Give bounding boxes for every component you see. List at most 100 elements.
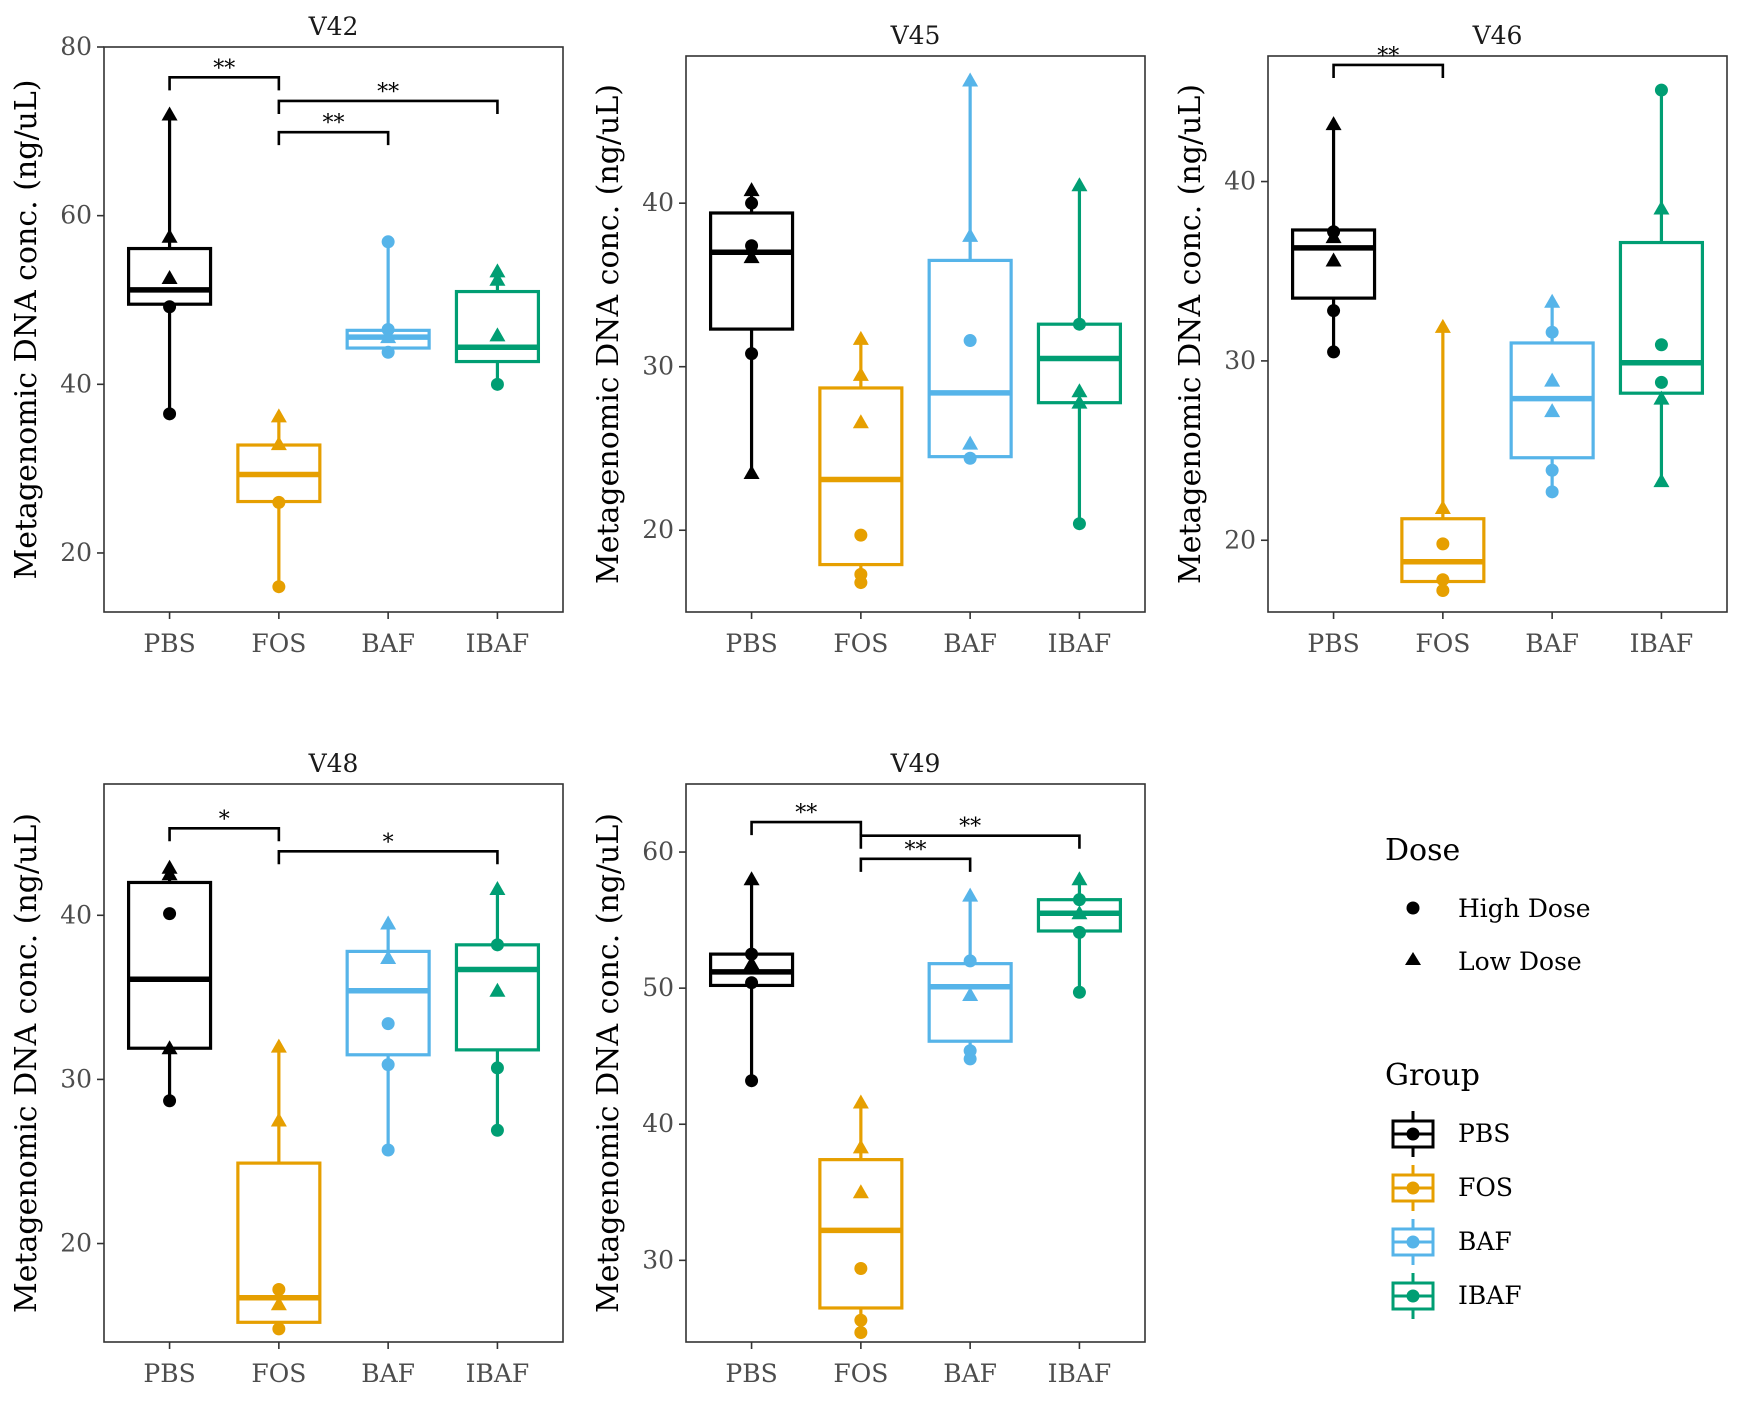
point-v49-baf-13 xyxy=(962,986,979,1001)
sig-bracket-v46-pbs-fos: ** xyxy=(1332,44,1445,78)
point-v42-ibaf-16 xyxy=(490,377,504,391)
y-tick-label-v45-30: 30 xyxy=(642,352,674,381)
point-v45-fos-11 xyxy=(854,576,868,590)
legend-key-point xyxy=(1406,1289,1420,1303)
point-v46-pbs-4 xyxy=(1327,304,1341,318)
point-v42-pbs-4 xyxy=(163,407,177,421)
y-tick-label-v49-60: 60 xyxy=(642,837,674,866)
sig-bracket-v42-fos-ibaf: ** xyxy=(277,80,499,114)
box-v48-baf xyxy=(345,923,431,1150)
point-v46-baf-14 xyxy=(1544,403,1561,418)
sig-line xyxy=(859,834,1081,849)
point-v48-pbs-3 xyxy=(161,1040,178,1055)
point-v42-ibaf-15 xyxy=(489,327,506,342)
panel-title-v48: V48 xyxy=(308,749,359,778)
point-v46-fos-8 xyxy=(1436,537,1450,551)
sig-label: ** xyxy=(323,111,345,136)
x-tick-label-v42-pbs: PBS xyxy=(143,629,195,658)
point-v49-baf-11 xyxy=(962,887,979,902)
sig-line xyxy=(277,849,499,865)
point-v46-fos-10 xyxy=(1436,583,1450,597)
point-v49-baf-15 xyxy=(963,1052,977,1066)
legend-group-keys xyxy=(1391,1111,1435,1319)
point-v49-fos-5 xyxy=(852,1094,869,1109)
point-v49-pbs-1 xyxy=(745,947,759,961)
point-v45-fos-7 xyxy=(852,366,869,381)
box-v46-fos xyxy=(1400,326,1486,591)
point-v49-fos-10 xyxy=(854,1325,868,1339)
box-v48-ibaf xyxy=(454,889,541,1131)
point-v48-baf-10 xyxy=(380,915,397,930)
box-body xyxy=(927,962,1013,1043)
x-tick-label-v45-ibaf: IBAF xyxy=(1048,629,1112,658)
point-v49-fos-8 xyxy=(854,1262,868,1276)
point-v42-baf-9 xyxy=(381,235,395,249)
point-v48-ibaf-19 xyxy=(490,1123,504,1137)
point-v45-baf-13 xyxy=(962,227,979,242)
y-tick-label-v42-20: 20 xyxy=(60,538,92,567)
point-v48-baf-14 xyxy=(381,1143,395,1157)
sig-bracket-v48-fos-ibaf: * xyxy=(277,830,499,865)
point-v45-fos-6 xyxy=(852,330,869,345)
legend-group-label-ibaf: IBAF xyxy=(1458,1281,1522,1310)
point-v48-ibaf-18 xyxy=(490,1061,504,1075)
x-tick-label-v48-ibaf: IBAF xyxy=(466,1359,530,1388)
point-v48-fos-8 xyxy=(270,1296,287,1311)
x-tick-label-v45-baf: BAF xyxy=(943,629,997,658)
y-tick-label-v42-60: 60 xyxy=(60,201,92,230)
box-v42-ibaf xyxy=(454,271,541,385)
legend-key-point xyxy=(1406,1127,1420,1141)
box-body xyxy=(708,211,795,331)
point-v48-fos-5 xyxy=(270,1038,287,1053)
y-tick-label-v42-80: 80 xyxy=(60,32,92,61)
point-v48-pbs-1 xyxy=(161,866,178,881)
point-v46-ibaf-22 xyxy=(1653,473,1670,488)
legend-group-key-fos xyxy=(1391,1165,1435,1211)
x-tick-label-v45-pbs: PBS xyxy=(725,629,777,658)
box-v45-baf xyxy=(927,80,1013,459)
y-axis-label-v42: Metagenomic DNA conc. (ng/uL) xyxy=(9,80,44,580)
y-tick-label-v42-40: 40 xyxy=(60,369,92,398)
point-v46-ibaf-17 xyxy=(1654,83,1668,97)
legend-low-dose-label: Low Dose xyxy=(1458,947,1582,976)
point-v42-baf-11 xyxy=(380,329,397,344)
point-v48-fos-9 xyxy=(272,1322,286,1336)
box-v46-baf xyxy=(1509,301,1595,492)
panel-title-v45: V45 xyxy=(890,21,941,50)
y-tick-label-v46-20: 20 xyxy=(1224,525,1256,554)
panel-v42: V42 20 40 60 80 Metagenomic DNA conc. (ng/uL)… xyxy=(9,12,564,658)
point-v45-fos-9 xyxy=(854,528,868,542)
box-body xyxy=(927,258,1013,459)
point-v42-fos-8 xyxy=(272,580,286,594)
x-tick-label-v46-baf: BAF xyxy=(1525,629,1579,658)
point-v46-ibaf-21 xyxy=(1653,390,1670,405)
x-tick-label-v42-ibaf: IBAF xyxy=(466,629,530,658)
point-v42-fos-7 xyxy=(272,495,286,509)
point-v46-ibaf-18 xyxy=(1653,200,1670,215)
point-v46-fos-9 xyxy=(1436,573,1450,587)
x-tick-label-v42-fos: FOS xyxy=(251,629,306,658)
sig-label: ** xyxy=(377,80,399,105)
point-v45-baf-16 xyxy=(963,451,977,465)
point-v49-fos-9 xyxy=(854,1313,868,1327)
point-v42-pbs-2 xyxy=(161,270,178,285)
point-v46-fos-7 xyxy=(1434,499,1451,514)
point-v49-fos-6 xyxy=(852,1139,869,1154)
sig-label: * xyxy=(219,807,230,832)
y-tick-label-v45-40: 40 xyxy=(642,188,674,217)
panel-v48: V48 20 30 40 Metagenomic DNA conc. (ng/uL) PB… xyxy=(9,749,564,1388)
point-v45-baf-12 xyxy=(962,72,979,87)
box-body xyxy=(1618,240,1705,395)
y-axis-label-v48: Metagenomic DNA conc. (ng/uL) xyxy=(9,813,44,1313)
x-tick-label-v49-ibaf: IBAF xyxy=(1048,1359,1112,1388)
sig-label: ** xyxy=(213,56,235,81)
sig-line xyxy=(859,857,972,872)
panel-v45: V45 20 30 40 Metagenomic DNA conc. (ng/uL) PB… xyxy=(591,21,1146,658)
panel-v46: V46 20 30 40 Metagenomic DNA conc. (ng/uL) PB… xyxy=(1173,21,1728,658)
sig-label: ** xyxy=(1377,44,1399,69)
point-v46-fos-6 xyxy=(1434,318,1451,333)
legend-group-label-fos: FOS xyxy=(1458,1173,1513,1202)
panel-title-v49: V49 xyxy=(890,749,941,778)
x-tick-label-v49-pbs: PBS xyxy=(725,1359,777,1388)
